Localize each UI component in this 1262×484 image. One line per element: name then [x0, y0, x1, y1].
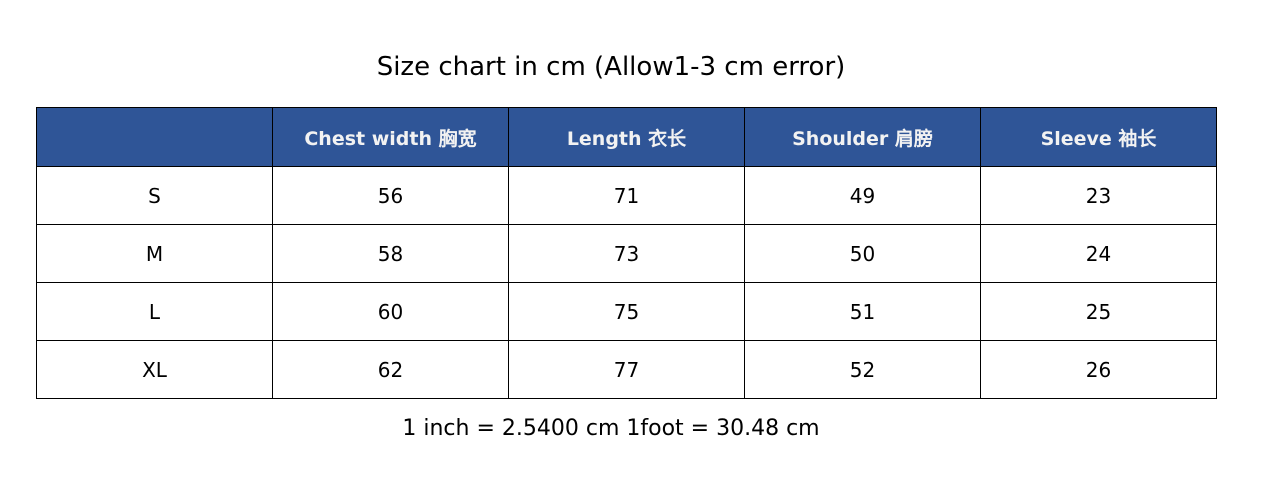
- cell-shoulder: 50: [744, 224, 981, 283]
- cell-size: L: [36, 282, 273, 341]
- header-cell-shoulder: Shoulder 肩膀: [744, 107, 981, 167]
- cell-chest: 60: [272, 282, 509, 341]
- chart-title: Size chart in cm (Allow1-3 cm error): [376, 52, 846, 82]
- cell-chest: 58: [272, 224, 509, 283]
- cell-chest: 56: [272, 166, 509, 225]
- cell-sleeve: 23: [980, 166, 1217, 225]
- cell-size: S: [36, 166, 273, 225]
- table-row: S 56 71 49 23: [36, 166, 1217, 225]
- cell-chest: 62: [272, 340, 509, 399]
- conversion-note: 1 inch = 2.5400 cm 1foot = 30.48 cm: [402, 416, 820, 441]
- cell-shoulder: 49: [744, 166, 981, 225]
- cell-length: 73: [508, 224, 745, 283]
- cell-sleeve: 24: [980, 224, 1217, 283]
- header-cell-sleeve: Sleeve 袖长: [980, 107, 1217, 167]
- cell-shoulder: 52: [744, 340, 981, 399]
- cell-length: 71: [508, 166, 745, 225]
- table-row: XL 62 77 52 26: [36, 340, 1217, 399]
- cell-size: XL: [36, 340, 273, 399]
- cell-size: M: [36, 224, 273, 283]
- table-row: L 60 75 51 25: [36, 282, 1217, 341]
- header-cell-length: Length 衣长: [508, 107, 745, 167]
- cell-sleeve: 26: [980, 340, 1217, 399]
- cell-sleeve: 25: [980, 282, 1217, 341]
- header-cell-size: [36, 107, 273, 167]
- size-table: Chest width 胸宽 Length 衣长 Shoulder 肩膀 Sle…: [36, 107, 1217, 399]
- cell-shoulder: 51: [744, 282, 981, 341]
- cell-length: 77: [508, 340, 745, 399]
- cell-length: 75: [508, 282, 745, 341]
- header-row: Chest width 胸宽 Length 衣长 Shoulder 肩膀 Sle…: [36, 107, 1217, 167]
- table-row: M 58 73 50 24: [36, 224, 1217, 283]
- header-cell-chest: Chest width 胸宽: [272, 107, 509, 167]
